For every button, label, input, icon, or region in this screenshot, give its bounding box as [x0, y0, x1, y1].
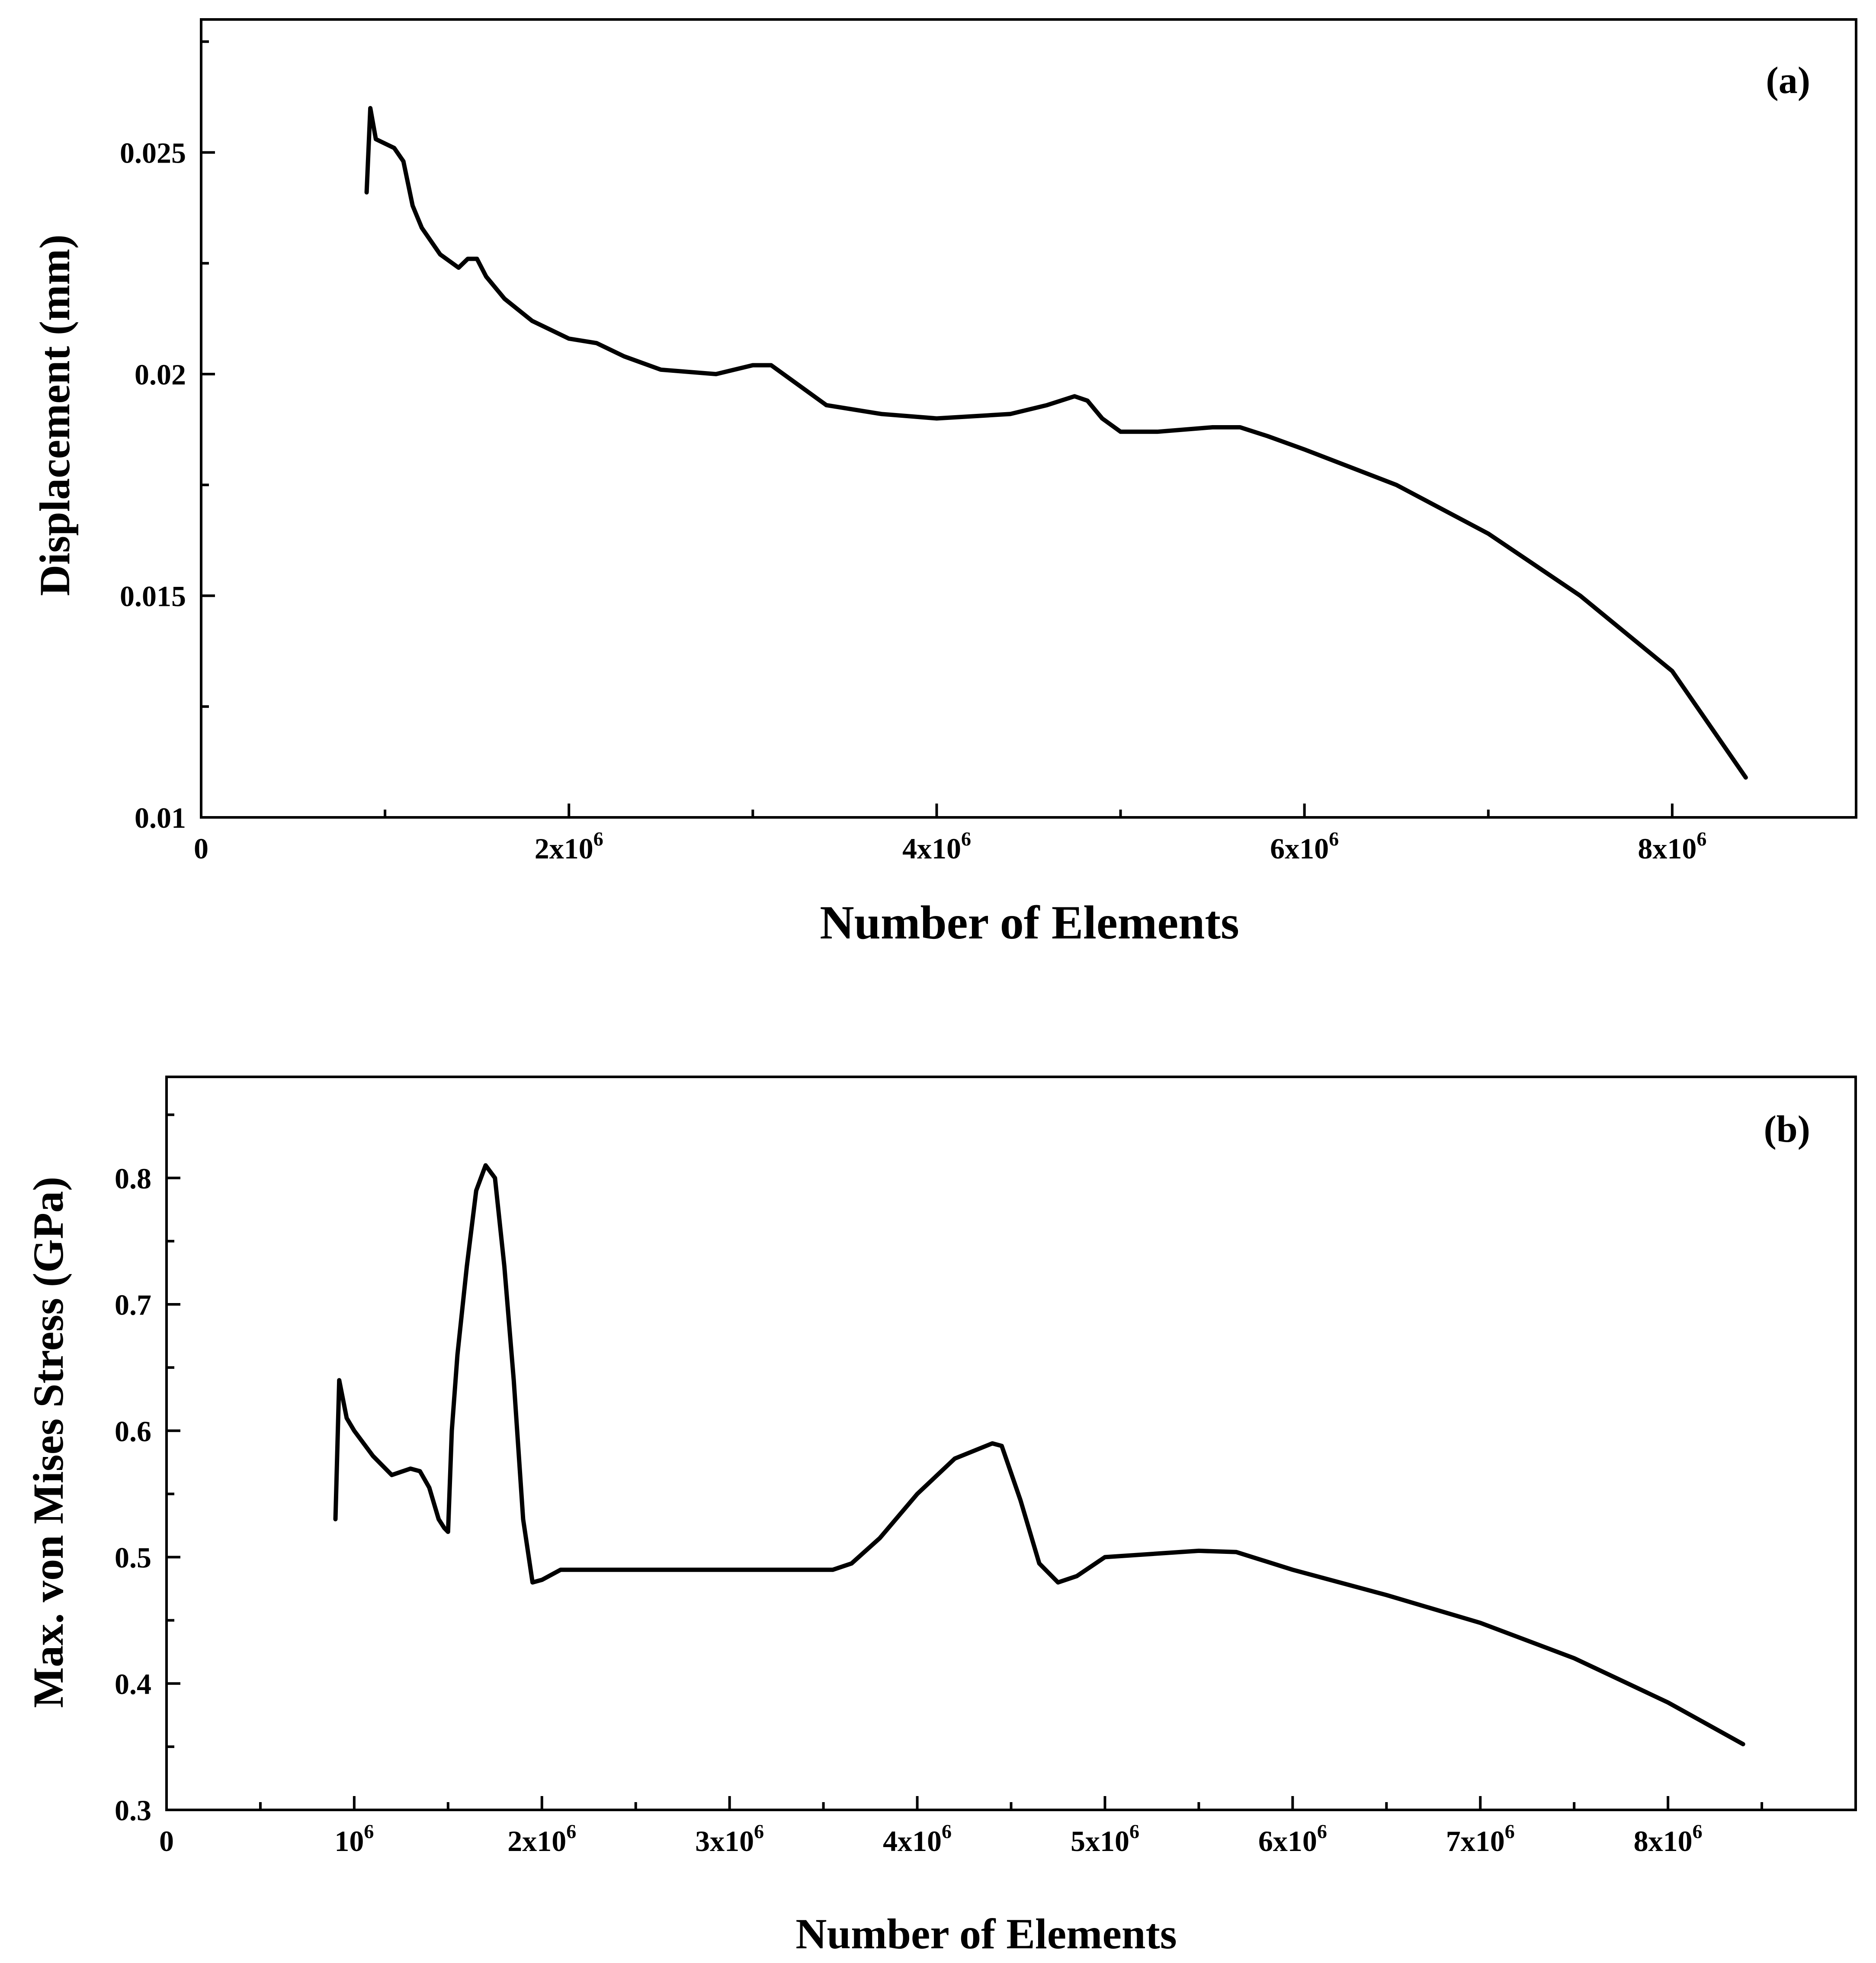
y-tick-label-b-1: 0.4: [115, 1668, 151, 1700]
y-tick-label-a-0: 0.01: [135, 801, 186, 834]
series-line-b: [333, 1163, 1745, 1746]
axes-a: 0 2x106 4x106 6x106 8x106 0.01 0.015 0.02 0.025: [120, 40, 1857, 865]
x-axis-label-b: Number of Elements: [795, 1910, 1177, 1958]
y-tick-label-b-5: 0.8: [115, 1162, 151, 1195]
plot-area-frame-a: [200, 18, 1857, 819]
y-tick-label-a-2: 0.02: [135, 358, 186, 391]
y-axis-label-b: Max. von Mises Stress (GPa): [24, 1177, 72, 1708]
x-tick-label-b-8: 8x106: [1634, 1820, 1703, 1857]
x-axis-label-a: Number of Elements: [820, 896, 1239, 949]
y-axis-label-a: Displacement (mm): [31, 234, 79, 596]
panel-label-a: (a): [1766, 60, 1810, 102]
x-tick-label-a-4: 8x106: [1638, 828, 1706, 865]
x-tick-label-a-2: 4x106: [902, 828, 971, 865]
x-tick-label-b-0: 0: [159, 1825, 174, 1857]
y-tick-label-a-1: 0.015: [120, 580, 186, 613]
chart-panel-b: 0 106 2x106 3x106 4x106 5x106 6x106 7x106 8x106 0…: [24, 1076, 1857, 1958]
x-tick-label-b-5: 5x106: [1071, 1820, 1139, 1857]
x-tick-label-b-6: 6x106: [1258, 1820, 1327, 1857]
x-tick-label-b-3: 3x106: [695, 1820, 764, 1857]
x-tick-label-a-1: 2x106: [535, 828, 603, 865]
x-tick-label-b-1: 106: [334, 1820, 374, 1857]
x-tick-label-b-2: 2x106: [507, 1820, 576, 1857]
x-tick-label-b-7: 7x106: [1446, 1820, 1515, 1857]
y-tick-label-b-0: 0.3: [115, 1794, 151, 1827]
y-tick-label-a-3: 0.025: [120, 137, 186, 170]
y-tick-label-b-4: 0.7: [115, 1288, 151, 1321]
x-tick-label-a-0: 0: [194, 832, 208, 865]
x-tick-label-a-3: 6x106: [1270, 828, 1339, 865]
series-line-a: [364, 106, 1748, 780]
y-tick-label-b-2: 0.5: [115, 1541, 151, 1574]
chart-panel-a: 0 2x106 4x106 6x106 8x1060.010.0150.020.025 …: [31, 18, 1857, 949]
panel-label-b: (b): [1764, 1108, 1810, 1150]
x-tick-label-b-4: 4x106: [883, 1820, 952, 1857]
axes-b: 0 106 2x106 3x106 4x106 5x106 6x106 7x106 8x106 0…: [115, 1113, 1764, 1857]
plot-area-frame-b: [165, 1076, 1857, 1811]
y-tick-label-b-3: 0.6: [115, 1415, 151, 1447]
